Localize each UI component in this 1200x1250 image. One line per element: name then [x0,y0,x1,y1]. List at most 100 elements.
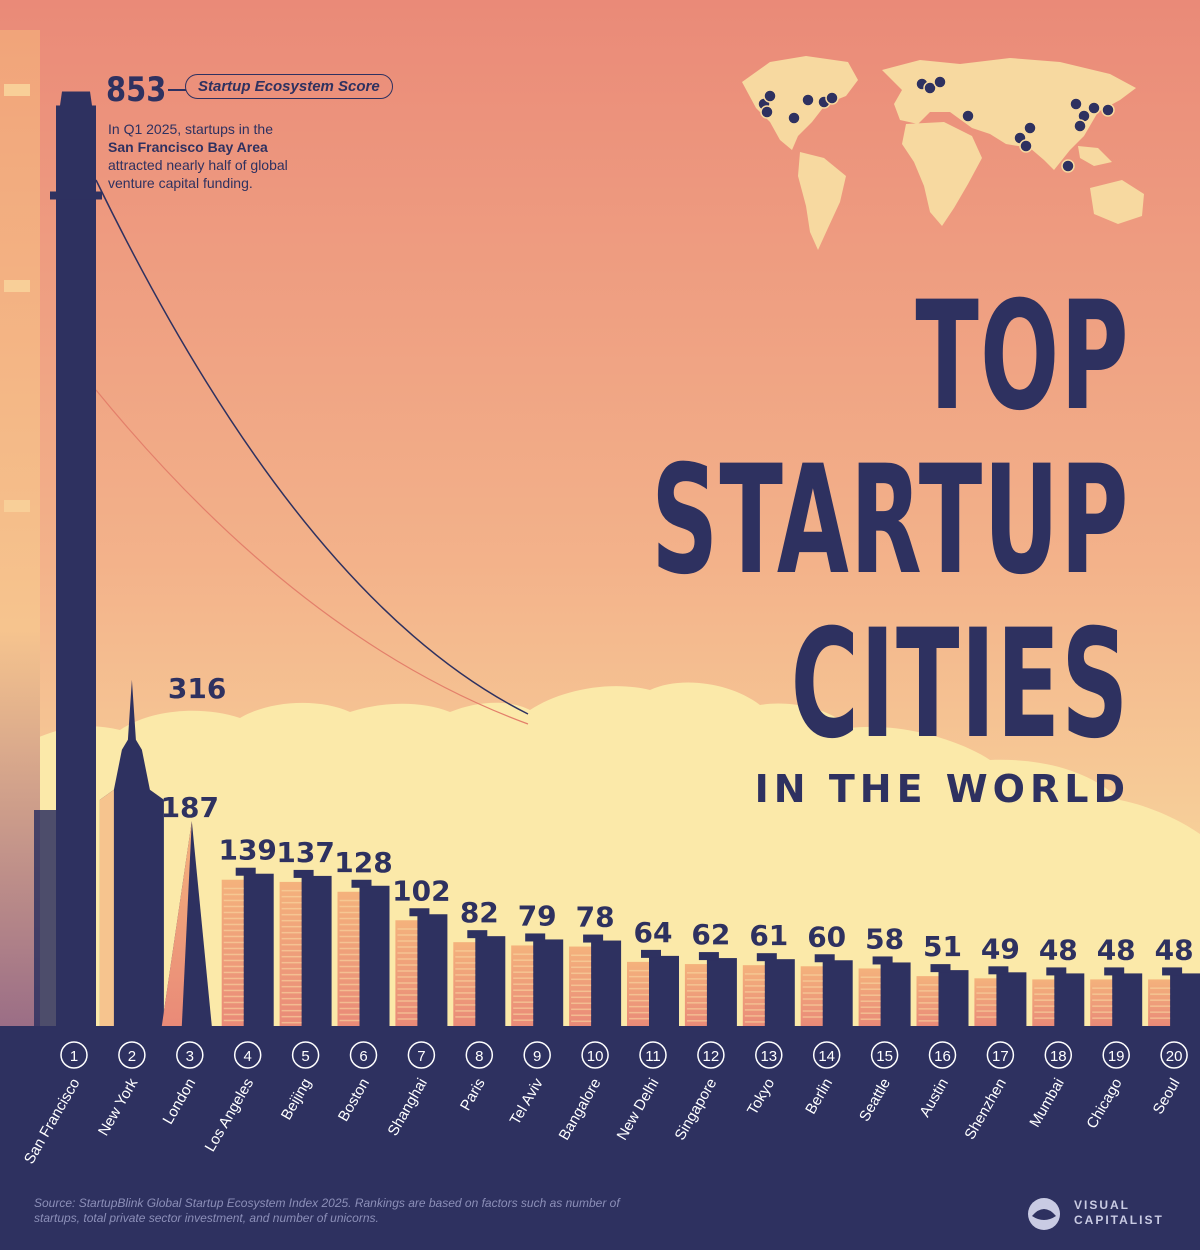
rank-label-shenzhen: 17 [992,1048,1009,1065]
map-marker-shenzhen [1073,119,1087,133]
score-connector [168,89,186,91]
bar-austin [916,964,969,1026]
city-map-markers [757,75,1115,173]
bar-boston [337,879,390,1026]
map-marker-berlin [933,75,947,89]
rank-label-shanghai: 7 [417,1048,425,1065]
value-label-paris: 82 [460,896,499,929]
value-label-berlin: 60 [807,920,846,953]
map-marker-bangalore [1023,121,1037,135]
bridge-main-cable [95,179,529,715]
value-label-tel-aviv: 79 [518,899,557,932]
map-marker-chicago [801,93,815,107]
bar-seoul [1148,967,1200,1026]
value-label-seoul: 48 [1155,933,1194,966]
bar-seattle [858,956,911,1026]
rank-badge-berlin: 14 [812,1041,841,1069]
top-score-value: 853 [106,70,167,110]
source-note: Source: StartupBlink Global Startup Ecos… [34,1196,620,1225]
bar-shenzhen [974,966,1027,1026]
rank-badge-tokyo: 13 [755,1041,783,1069]
map-marker-beijing [1069,97,1083,111]
rank-badge-london: 3 [176,1041,204,1069]
rank-badges: 1 2 3 4 5 6 7 8 9 10 11 12 13 14 15 16 17 18 19 20 [60,1041,1188,1069]
rank-label-new-york: 2 [128,1048,136,1065]
bar-bangalore [569,934,622,1026]
bar-series [34,91,1200,1027]
score-legend-pill: Startup Ecosystem Score [185,74,393,99]
logo-line-2: CAPITALIST [1074,1213,1164,1227]
map-marker-seoul [1087,101,1101,115]
rank-label-boston: 6 [359,1048,367,1065]
rank-badge-paris: 8 [465,1041,494,1069]
rank-label-beijing: 5 [301,1048,309,1065]
logo-mark [1028,1198,1060,1230]
bar-san-francisco [34,91,102,1027]
rank-label-tel-aviv: 9 [533,1048,541,1065]
value-label-beijing: 137 [276,836,334,869]
rank-label-seattle: 15 [876,1048,893,1065]
bar-paris [453,930,506,1026]
rank-badge-singapore: 12 [697,1041,725,1069]
rank-badge-shanghai: 7 [407,1041,436,1069]
rank-badge-shenzhen: 17 [986,1041,1015,1069]
map-marker-mumbai [1019,139,1033,153]
rank-badge-bangalore: 10 [581,1041,609,1069]
value-label-tokyo: 61 [749,919,788,952]
value-label-mumbai: 48 [1039,933,1078,966]
rank-label-tokyo: 13 [760,1048,777,1065]
background-bridge-tower [0,30,40,1030]
rank-badge-beijing: 5 [291,1041,320,1069]
annotation-text: In Q1 2025, startups in the San Francisc… [108,120,338,192]
rank-badge-los-angeles: 4 [233,1041,262,1069]
bar-berlin [800,954,853,1026]
title-line-1: TOP [915,270,1130,444]
value-label-shanghai: 102 [392,874,450,907]
value-label-singapore: 62 [691,918,730,951]
value-label-boston: 128 [334,846,392,879]
rank-badge-chicago: 19 [1102,1041,1130,1069]
rank-label-austin: 16 [934,1048,951,1065]
value-label-shenzhen: 49 [981,932,1020,965]
bridge-secondary-cable [95,389,529,725]
title-line-3: CITIES [791,598,1130,772]
rank-badge-seoul: 20 [1160,1041,1188,1069]
annotation-line-3: attracted nearly half of global [108,157,288,173]
title-subline: IN THE WORLD [754,767,1130,811]
rank-label-chicago: 19 [1108,1048,1125,1065]
rank-badge-boston: 6 [349,1041,378,1069]
value-label-los-angeles: 139 [218,834,276,867]
value-label-london: 187 [161,791,219,824]
annotation-highlight: San Francisco Bay Area [108,139,268,155]
map-marker-singapore [1061,159,1075,173]
rank-label-berlin: 14 [818,1048,835,1065]
bar-singapore [684,952,737,1026]
rank-label-bangalore: 10 [587,1048,604,1065]
logo-text: VISUAL CAPITALIST [1074,1198,1164,1228]
rank-badge-austin: 16 [928,1041,957,1069]
value-label-new-delhi: 64 [634,916,673,949]
rank-label-los-angeles: 4 [244,1048,252,1065]
map-marker-paris [923,81,937,95]
rank-label-paris: 8 [475,1048,483,1065]
map-marker-austin [787,111,801,125]
map-marker-los-angeles [760,105,774,119]
bar-new-delhi [627,949,679,1026]
value-label-bangalore: 78 [576,901,615,934]
rank-label-singapore: 12 [703,1048,720,1065]
map-marker-boston [825,91,839,105]
world-map [742,56,1144,250]
rank-badge-mumbai: 18 [1044,1041,1073,1069]
value-label-chicago: 48 [1097,933,1136,966]
value-label-new-york: 316 [168,672,226,705]
bar-beijing [279,869,332,1026]
value-label-austin: 51 [923,930,962,963]
value-label-seattle: 58 [865,922,904,955]
rank-badge-tel-aviv: 9 [523,1041,551,1069]
map-marker-tel-aviv [961,109,975,123]
rank-label-mumbai: 18 [1050,1048,1067,1065]
title-line-2: STARTUP [651,434,1130,608]
bar-los-angeles [221,867,274,1026]
